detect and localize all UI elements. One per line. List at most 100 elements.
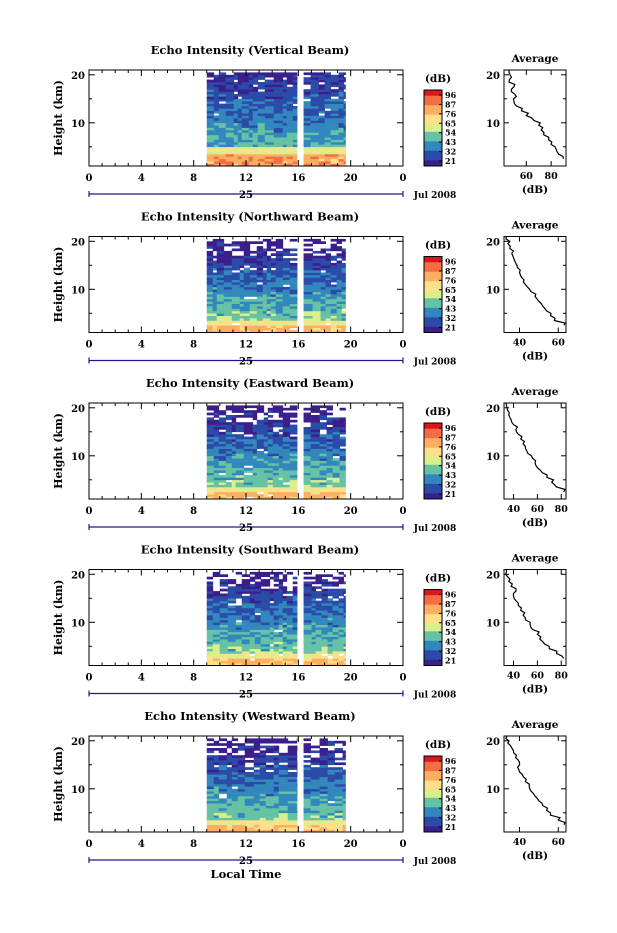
heatmap-cell [225, 137, 235, 140]
heatmap-cell [303, 820, 311, 823]
heatmap-cell [225, 130, 235, 133]
colorbar-segment [424, 599, 442, 602]
heatmap-cell [237, 745, 246, 749]
heatmap-cell [262, 318, 268, 321]
heatmap-cell [206, 472, 215, 476]
heatmap-cell [206, 243, 214, 247]
heatmap-cell [223, 250, 233, 254]
heatmap-cell [343, 91, 346, 95]
colorbar-tick-label: 32 [445, 646, 456, 656]
heatmap-cell [278, 487, 284, 490]
heatmap-cell [256, 248, 264, 252]
heatmap-cell [310, 431, 320, 435]
heatmap-cell [218, 96, 227, 100]
heatmap-cell [231, 755, 239, 758]
heatmap-cell [330, 98, 339, 102]
heatmap-cell [282, 82, 288, 85]
heatmap-cell [223, 322, 233, 326]
heatmap-cell [243, 318, 251, 321]
heatmap-cell [273, 84, 284, 88]
heatmap-cell [325, 248, 331, 252]
heatmap-cell [311, 624, 316, 628]
heatmap-cell [342, 803, 346, 806]
heatmap-cell [262, 322, 268, 326]
heatmap-cell [264, 132, 275, 136]
heatmap-cell [303, 448, 311, 452]
heatmap-cell [241, 103, 250, 107]
heatmap-cell [260, 619, 271, 623]
heatmap-cell [315, 629, 322, 633]
heatmap-cell [343, 603, 346, 606]
heatmap-cell [330, 158, 339, 162]
heatmap-cell [225, 424, 233, 428]
heatmap-cell [241, 132, 250, 136]
heatmap-cell [292, 144, 298, 148]
heatmap-cell [244, 786, 255, 790]
heatmap-cell [212, 313, 218, 316]
heatmap-cell [243, 453, 254, 457]
heatmap-cell [231, 279, 241, 283]
heatmap-cell [225, 106, 235, 109]
heatmap-cell [218, 120, 227, 124]
heatmap-cell [252, 82, 259, 85]
heatmap-cell [292, 154, 298, 157]
heatmap-cell [278, 472, 284, 476]
heatmap-cell [213, 415, 220, 418]
heatmap-cell [343, 127, 346, 131]
heatmap-cell [237, 103, 243, 107]
heatmap-cell [278, 636, 284, 640]
heatmap-cell [282, 615, 288, 618]
heatmap-cell [325, 258, 331, 261]
heatmap-cell [310, 784, 320, 787]
heatmap-cell [273, 772, 280, 775]
heatmap-cell [273, 767, 280, 770]
heatmap-cell [233, 89, 239, 92]
heatmap-cell [282, 646, 288, 649]
heatmap-cell [321, 648, 328, 652]
heatmap-cell [320, 272, 326, 276]
heatmap-cell [273, 113, 284, 116]
profile-y-tick-label: 20 [486, 737, 500, 748]
heatmap-cell [213, 465, 220, 469]
heatmap-cell [269, 617, 275, 621]
x-tick-label: 0 [86, 506, 93, 517]
heatmap-cell [324, 79, 331, 83]
heatmap-cell [303, 407, 311, 411]
heatmap-cell [282, 86, 288, 90]
heatmap-cell [303, 786, 311, 790]
heatmap-cell [256, 487, 265, 490]
colorbar-segment [424, 589, 442, 592]
heatmap-cell [310, 110, 319, 114]
heatmap-cell [286, 622, 294, 625]
heatmap-cell [264, 91, 275, 95]
heatmap-cell [310, 453, 320, 457]
heatmap-cell [254, 651, 262, 654]
heatmap-cell [262, 306, 268, 309]
heatmap-cell [303, 298, 313, 302]
heatmap-cell [310, 757, 320, 761]
heatmap-cell [252, 77, 259, 80]
heatmap-cell [212, 595, 221, 599]
heatmap-cell [262, 284, 268, 288]
heatmap-cell [241, 612, 251, 616]
heatmap-cell [319, 767, 328, 770]
heatmap-cell [273, 82, 284, 85]
heatmap-cell [325, 310, 331, 314]
heatmap-cell [244, 776, 255, 780]
heatmap-cell [315, 631, 322, 635]
heatmap-cell [282, 612, 288, 616]
heatmap-cell [324, 101, 331, 104]
heatmap-cell [319, 482, 327, 485]
x-tick-label: 20 [344, 673, 358, 684]
heatmap-cell [249, 641, 256, 645]
x-tick-label: 4 [138, 839, 145, 850]
heatmap-cell [312, 322, 321, 326]
heatmap-cell [319, 472, 327, 476]
heatmap-cell [273, 127, 284, 131]
heatmap-cell [311, 576, 316, 580]
heatmap-cell [244, 779, 255, 782]
heatmap-cell [231, 415, 237, 418]
heatmap-cell [292, 139, 298, 143]
heatmap-cell [233, 84, 239, 88]
heatmap-cell [273, 598, 280, 601]
